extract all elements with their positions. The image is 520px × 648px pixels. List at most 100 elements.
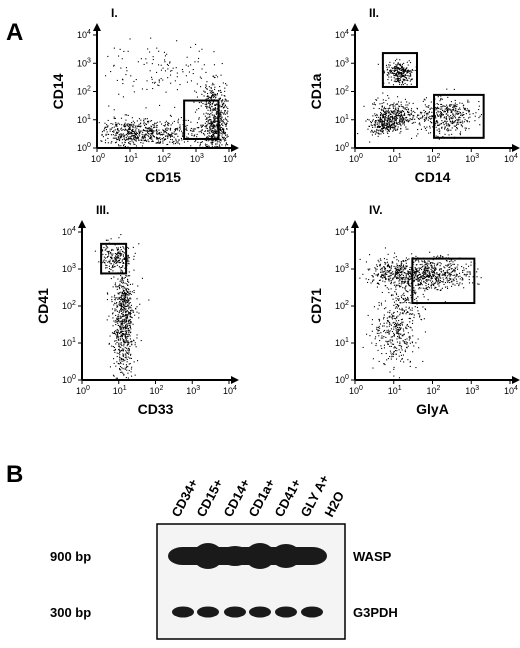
x-tick-label: 100 xyxy=(349,153,363,164)
y-tick-exp: 2 xyxy=(345,86,349,93)
y-tick-exp: 3 xyxy=(72,263,76,270)
y-tick-exp: 1 xyxy=(72,337,76,344)
y-tick-label: 102 xyxy=(62,300,76,311)
y-tick-label: 103 xyxy=(335,57,349,68)
y-tick-exp: 2 xyxy=(72,300,76,307)
x-tick-label: 102 xyxy=(427,385,441,396)
x-tick-exp: 4 xyxy=(514,153,518,160)
y-tick-label: 101 xyxy=(62,337,76,348)
y-tick-label: 100 xyxy=(77,142,91,153)
x-tick-label: 102 xyxy=(157,153,171,164)
y-tick-exp: 2 xyxy=(345,300,349,307)
y-axis-arrow xyxy=(351,220,359,228)
y-tick-exp: 4 xyxy=(87,29,91,36)
x-axis-arrow xyxy=(231,376,239,384)
g3pdh-band xyxy=(172,606,194,618)
gate-box xyxy=(411,257,476,305)
x-tick-exp: 0 xyxy=(359,385,363,392)
x-tick-exp: 2 xyxy=(167,153,171,160)
y-tick-label: 104 xyxy=(335,29,349,40)
plot-number: I. xyxy=(111,6,118,20)
y-tick-label: 104 xyxy=(62,226,76,237)
x-tick-label: 101 xyxy=(113,385,127,396)
y-tick-exp: 1 xyxy=(87,114,91,121)
x-tick-label: 103 xyxy=(465,385,479,396)
x-tick-label: 104 xyxy=(223,385,237,396)
gate-box xyxy=(381,52,418,88)
y-tick-exp: 3 xyxy=(87,57,91,64)
x-tick-label: 104 xyxy=(504,153,518,164)
x-axis-label: CD33 xyxy=(138,401,174,417)
x-tick-exp: 2 xyxy=(437,385,441,392)
x-tick-exp: 2 xyxy=(160,385,164,392)
y-axis-arrow xyxy=(93,23,101,31)
x-tick-exp: 1 xyxy=(398,385,402,392)
wasp-band-bridge xyxy=(183,547,312,565)
y-tick-exp: 0 xyxy=(345,374,349,381)
x-tick-exp: 2 xyxy=(437,153,441,160)
g3pdh-band xyxy=(249,606,271,618)
x-axis-label: CD15 xyxy=(145,169,181,185)
lane-label: H2O xyxy=(321,489,347,520)
y-tick-label: 104 xyxy=(77,29,91,40)
y-tick-label: 101 xyxy=(335,114,349,125)
scatter-dots xyxy=(357,58,482,143)
g3pdh-band xyxy=(275,606,297,618)
x-tick-exp: 4 xyxy=(233,153,237,160)
y-tick-label: 102 xyxy=(77,86,91,97)
y-axis-label: CD41 xyxy=(35,288,51,324)
x-axis-label: CD14 xyxy=(415,169,451,185)
scatter-dots xyxy=(94,234,150,379)
x-tick-label: 103 xyxy=(465,153,479,164)
y-tick-label: 101 xyxy=(77,114,91,125)
x-tick-label: 100 xyxy=(349,385,363,396)
x-tick-exp: 1 xyxy=(134,153,138,160)
y-tick-label: 102 xyxy=(335,300,349,311)
y-tick-exp: 4 xyxy=(72,226,76,233)
y-tick-label: 104 xyxy=(335,226,349,237)
y-tick-label: 100 xyxy=(62,374,76,385)
x-tick-label: 101 xyxy=(388,153,402,164)
x-tick-label: 102 xyxy=(150,385,164,396)
y-axis-arrow xyxy=(78,220,86,228)
gel-frame xyxy=(156,523,346,640)
y-tick-exp: 3 xyxy=(345,57,349,64)
y-tick-label: 101 xyxy=(335,337,349,348)
x-axis-label: GlyA xyxy=(416,401,449,417)
flow-plot-4: 100100101101102102103103104104IV.GlyACD7… xyxy=(308,203,520,417)
x-tick-exp: 3 xyxy=(196,385,200,392)
gene-label: WASP xyxy=(353,549,392,564)
x-tick-exp: 3 xyxy=(475,385,479,392)
g3pdh-band xyxy=(301,606,323,618)
x-tick-exp: 0 xyxy=(86,385,90,392)
x-tick-label: 104 xyxy=(504,385,518,396)
panel-b-letter: B xyxy=(6,461,23,488)
y-tick-exp: 4 xyxy=(345,29,349,36)
x-tick-label: 101 xyxy=(124,153,138,164)
gate-box xyxy=(183,99,220,140)
scatter-dots xyxy=(98,37,229,148)
y-tick-exp: 4 xyxy=(345,226,349,233)
scatter-dots xyxy=(359,247,482,379)
x-tick-label: 103 xyxy=(186,385,200,396)
plot-number: IV. xyxy=(369,203,383,217)
x-tick-label: 101 xyxy=(388,385,402,396)
x-tick-exp: 3 xyxy=(475,153,479,160)
flow-plot-2: 100100101101102102103103104104II.CD14CD1… xyxy=(308,6,520,185)
x-tick-exp: 0 xyxy=(359,153,363,160)
x-tick-exp: 1 xyxy=(123,385,127,392)
gene-label: G3PDH xyxy=(353,605,398,620)
x-tick-exp: 4 xyxy=(233,385,237,392)
band-size-label: 900 bp xyxy=(50,549,91,564)
y-tick-label: 100 xyxy=(335,374,349,385)
g3pdh-band xyxy=(224,606,246,618)
g3pdh-band xyxy=(197,606,219,618)
y-tick-label: 103 xyxy=(335,263,349,274)
flow-plots: 100100101101102102103103104104I.CD15CD14… xyxy=(35,6,520,417)
y-tick-label: 103 xyxy=(77,57,91,68)
x-axis-arrow xyxy=(512,376,520,384)
y-tick-exp: 1 xyxy=(345,114,349,121)
y-tick-exp: 0 xyxy=(72,374,76,381)
